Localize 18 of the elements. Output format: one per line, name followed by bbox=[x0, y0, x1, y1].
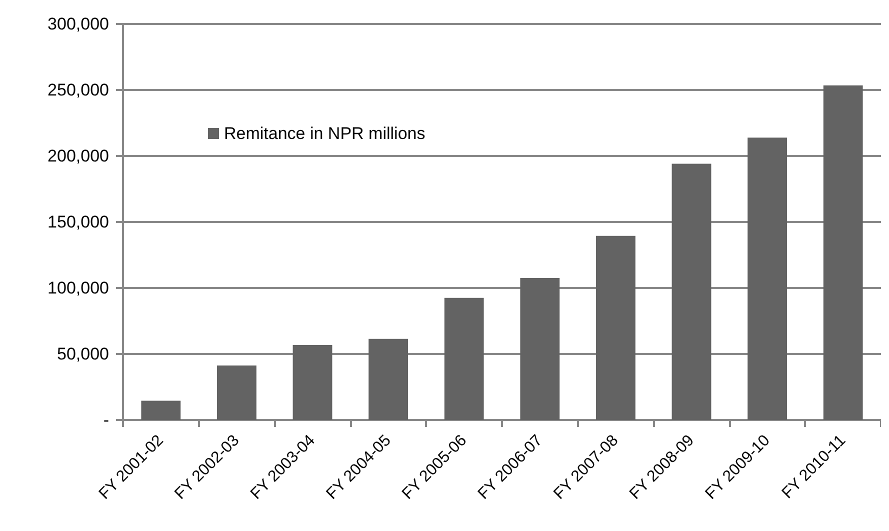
bar bbox=[444, 298, 484, 420]
y-tick-label: 300,000 bbox=[48, 14, 109, 34]
y-tick-label: 250,000 bbox=[48, 80, 109, 100]
bar bbox=[292, 345, 332, 420]
bar bbox=[520, 278, 560, 420]
bar bbox=[748, 138, 788, 420]
y-tick-label: 200,000 bbox=[48, 146, 109, 166]
y-tick-label: 100,000 bbox=[48, 278, 109, 298]
bar bbox=[823, 85, 863, 420]
y-tick-label: 50,000 bbox=[57, 344, 109, 364]
bar bbox=[141, 400, 181, 420]
bar bbox=[216, 365, 256, 420]
bar bbox=[672, 164, 712, 420]
legend-label: Remitance in NPR millions bbox=[224, 124, 426, 143]
y-tick-label: 150,000 bbox=[48, 212, 109, 232]
bar bbox=[596, 236, 636, 420]
bar bbox=[368, 338, 408, 420]
y-tick-label: - bbox=[103, 410, 109, 430]
